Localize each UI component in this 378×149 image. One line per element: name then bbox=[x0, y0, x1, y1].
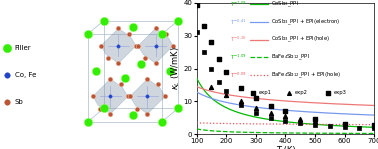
X-axis label: T (K): T (K) bbox=[276, 146, 295, 149]
Point bbox=[282, 115, 288, 117]
Text: $T^{-0.41}$: $T^{-0.41}$ bbox=[230, 17, 246, 27]
Point bbox=[216, 58, 222, 60]
Point bbox=[282, 120, 288, 122]
Point bbox=[223, 90, 229, 93]
Text: exp1: exp1 bbox=[259, 90, 272, 95]
Text: CoSb$_3$_PPI + EPI(electron): CoSb$_3$_PPI + EPI(electron) bbox=[271, 17, 341, 27]
Text: Sb: Sb bbox=[15, 98, 23, 104]
Text: BaFe$_4$Sb$_{12}$_PPI + EPI(hole): BaFe$_4$Sb$_{12}$_PPI + EPI(hole) bbox=[271, 70, 341, 80]
Y-axis label: $\kappa_L$ (W/mK): $\kappa_L$ (W/mK) bbox=[169, 47, 182, 90]
Point bbox=[216, 80, 222, 83]
Point bbox=[342, 123, 348, 125]
Point bbox=[194, 3, 200, 6]
Point bbox=[238, 100, 244, 103]
Point bbox=[223, 71, 229, 73]
Text: $T^{-1.09}$: $T^{-1.09}$ bbox=[230, 53, 246, 62]
Point bbox=[253, 97, 259, 99]
Point bbox=[164, 132, 170, 134]
Text: Co, Fe: Co, Fe bbox=[15, 72, 36, 77]
Point bbox=[268, 105, 274, 107]
Point bbox=[371, 124, 377, 126]
Point bbox=[253, 112, 259, 114]
Text: $T^{-1.09}$: $T^{-1.09}$ bbox=[230, 0, 246, 9]
Point bbox=[371, 127, 377, 129]
Point bbox=[238, 103, 244, 106]
Polygon shape bbox=[101, 28, 136, 63]
Point bbox=[223, 94, 229, 96]
Point bbox=[297, 122, 303, 124]
Point bbox=[194, 31, 200, 34]
Text: CoSb$_3$_PPI + EPI(hole): CoSb$_3$_PPI + EPI(hole) bbox=[271, 35, 330, 44]
Point bbox=[201, 25, 207, 27]
Text: CoSb$_3$_PPI: CoSb$_3$_PPI bbox=[271, 0, 299, 9]
Point bbox=[312, 118, 318, 121]
Point bbox=[342, 126, 348, 128]
Point bbox=[208, 67, 214, 70]
Text: $T^{-0.26}$: $T^{-0.26}$ bbox=[230, 35, 246, 44]
Text: BaFe$_4$Sb$_{12}$_PPI: BaFe$_4$Sb$_{12}$_PPI bbox=[271, 53, 310, 62]
Point bbox=[164, 132, 170, 134]
Point bbox=[208, 85, 214, 88]
Polygon shape bbox=[130, 79, 165, 114]
Point bbox=[327, 125, 333, 127]
Polygon shape bbox=[138, 28, 173, 63]
Point bbox=[238, 87, 244, 89]
Point bbox=[201, 51, 207, 53]
Text: exp2: exp2 bbox=[294, 90, 307, 95]
Point bbox=[282, 110, 288, 112]
Point bbox=[268, 112, 274, 114]
Polygon shape bbox=[93, 79, 128, 114]
Point bbox=[253, 107, 259, 109]
Point bbox=[164, 132, 170, 134]
Point bbox=[371, 125, 377, 127]
Point bbox=[356, 126, 363, 129]
Point bbox=[268, 117, 274, 119]
Text: exp3: exp3 bbox=[333, 90, 346, 95]
Text: $T^{-0.09}$: $T^{-0.09}$ bbox=[230, 70, 246, 80]
Point bbox=[312, 120, 318, 122]
Point bbox=[297, 118, 303, 121]
Point bbox=[312, 124, 318, 126]
Text: Filler: Filler bbox=[15, 45, 31, 51]
Point bbox=[342, 122, 348, 125]
Point bbox=[208, 41, 214, 44]
